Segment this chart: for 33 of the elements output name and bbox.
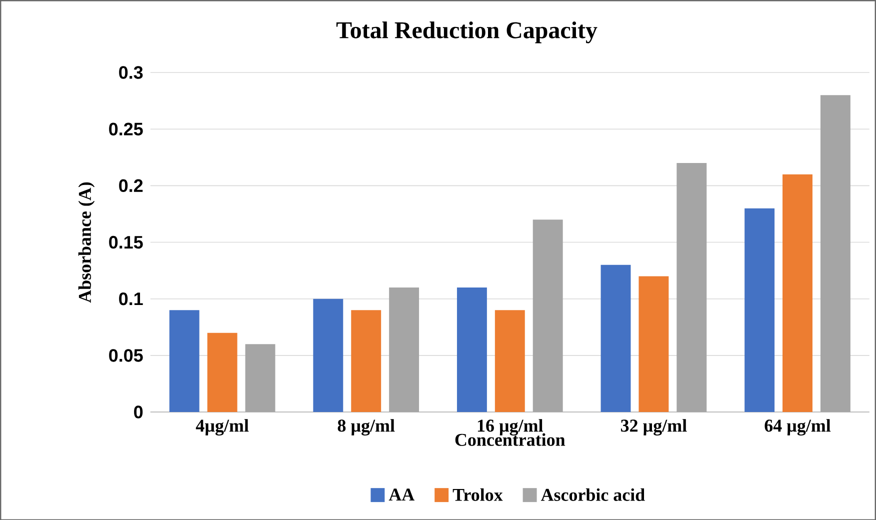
bar [245, 344, 276, 412]
bar [532, 219, 563, 412]
bar [169, 310, 200, 412]
bar [494, 310, 525, 412]
legend-label: Ascorbic acid [540, 488, 645, 501]
legend-label: AA [388, 488, 414, 500]
x-axis-title: Concentration [455, 433, 566, 446]
bar [638, 276, 669, 412]
bar [820, 94, 850, 412]
x-tick-label: 16 µg/ml [478, 418, 543, 436]
y-tick-label: 0.2 [119, 179, 143, 192]
y-tick-label: 0 [134, 405, 143, 418]
y-axis-title: Absorbance (A) [78, 182, 95, 303]
legend-label: Trolox [452, 488, 503, 501]
bar [676, 162, 707, 412]
bar [744, 208, 775, 412]
bar [600, 264, 631, 412]
y-tick-label: 0.3 [119, 66, 143, 79]
bar [351, 310, 382, 412]
x-tick-label: 8 µg/ml [338, 418, 395, 436]
x-tick-label: 4µg/ml [196, 418, 249, 436]
bar [313, 298, 344, 412]
bar [389, 287, 420, 412]
bar [782, 174, 812, 412]
x-tick-label: 32 µg/ml [621, 418, 687, 436]
y-tick-label: 0.15 [109, 236, 143, 248]
y-tick-label: 0.25 [109, 122, 143, 136]
bar [456, 287, 487, 412]
x-tick-label: 64 µg/ml [764, 418, 831, 436]
chart-title: Total Reduction Capacity [336, 21, 598, 44]
y-tick-label: 0.1 [119, 292, 143, 305]
y-tick-label: 0.05 [109, 348, 143, 362]
bar [207, 332, 238, 412]
